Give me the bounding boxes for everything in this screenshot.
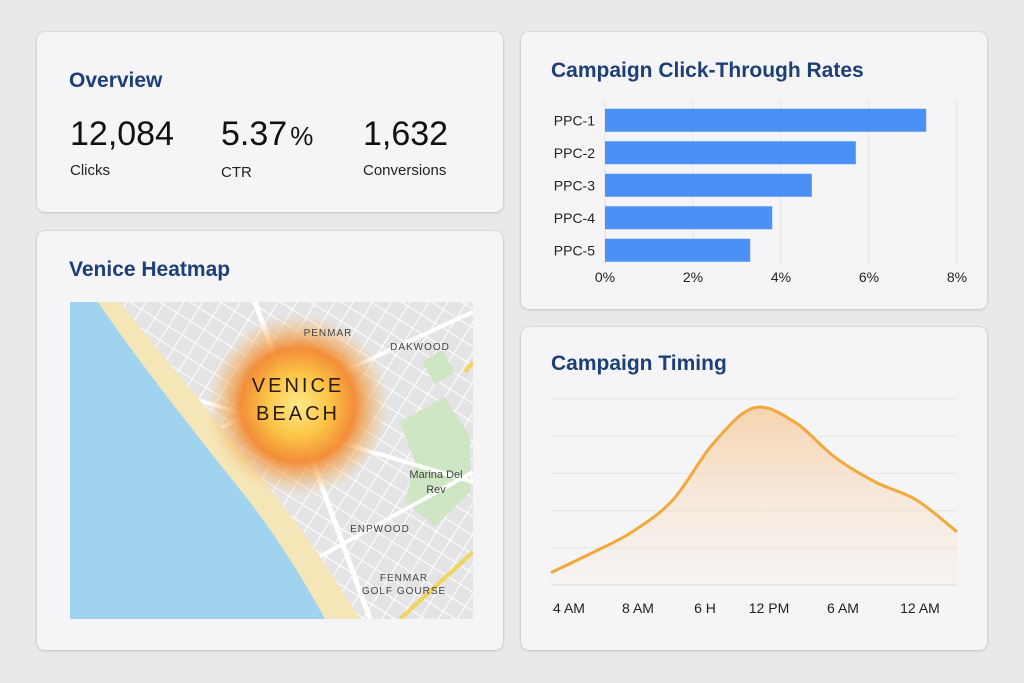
overview-title: Overview <box>69 69 163 92</box>
y-category-label: PPC-5 <box>554 242 595 258</box>
timing-series-line[interactable] <box>550 405 958 574</box>
metric-ctr-value: 5.37% <box>221 115 314 153</box>
place-label: DAKWOOD <box>390 342 450 353</box>
timing-area-fill <box>551 407 957 585</box>
map-park-small <box>422 350 455 384</box>
heatmap-title: Venice Heatmap <box>69 258 231 281</box>
hotspot-label: BEACH <box>256 403 340 425</box>
bar-ppc-1[interactable] <box>605 108 927 132</box>
x-tick-label: 6 AM <box>827 600 859 616</box>
timing-chart-title: Campaign Timing <box>551 352 727 375</box>
heatmap-card: Venice Heatmap <box>37 231 503 650</box>
overview-card: Overview 12,084 Clicks 5.37% CTR 1,632 C… <box>37 32 503 212</box>
x-tick-label: 6% <box>859 269 879 285</box>
metric-ctr-label: CTR <box>221 164 252 181</box>
place-label: GOLF GOURSE <box>362 586 446 597</box>
bar-ppc-4[interactable] <box>605 206 773 230</box>
metric-conversions-label: Conversions <box>363 162 447 179</box>
y-category-label: PPC-2 <box>554 145 595 161</box>
bar-ppc-5[interactable] <box>605 238 751 262</box>
x-tick-label: 4% <box>771 269 791 285</box>
map-water <box>70 302 325 619</box>
y-category-label: PPC-4 <box>554 210 595 226</box>
y-category-label: PPC-1 <box>554 112 595 128</box>
metric-ctr: 5.37% CTR <box>221 116 313 181</box>
map-park <box>400 397 470 527</box>
x-tick-label: 8 AM <box>622 600 654 616</box>
x-tick-label: 8% <box>947 269 967 285</box>
place-label: Marina Del <box>409 469 462 481</box>
x-tick-label: 4 AM <box>553 600 585 616</box>
map-road <box>309 470 473 564</box>
x-tick-label: 12 PM <box>749 600 789 616</box>
metric-clicks-value: 12,084 <box>70 115 174 153</box>
map-road-major <box>463 360 473 374</box>
x-tick-label: 12 AM <box>900 600 940 616</box>
metric-conversions-value: 1,632 <box>363 115 449 153</box>
metric-conversions: 1,632 Conversions <box>363 116 448 179</box>
ctr-chart-card: Campaign Click-Through Rates 0% 2% 4% 6% 8% P… <box>521 32 987 309</box>
x-tick-label: 6 H <box>694 600 716 616</box>
bar-ppc-3[interactable] <box>605 173 812 197</box>
x-tick-label: 2% <box>683 269 703 285</box>
bar-ppc-2[interactable] <box>605 141 856 165</box>
place-label: ENPWOOD <box>350 524 410 535</box>
place-label: Rev <box>426 484 446 496</box>
timing-area-chart: 4 AM 8 AM 6 H 12 PM 6 AM 12 AM <box>550 398 958 616</box>
metric-clicks: 12,084 Clicks <box>70 116 174 179</box>
y-category-label: PPC-3 <box>554 177 595 193</box>
heat-spot[interactable] <box>206 313 390 497</box>
venice-map[interactable]: VENICE BEACH PENMAR DAKWOOD Marina Del R… <box>70 302 473 619</box>
ctr-chart-title: Campaign Click-Through Rates <box>551 59 864 82</box>
map-road-major <box>398 550 473 619</box>
x-tick-label: 0% <box>595 269 615 285</box>
timing-chart-card: Campaign Timing 4 AM 8 AM 6 H 12 PM 6 AM 12 A… <box>521 327 987 650</box>
place-label: FENMAR <box>380 573 428 584</box>
metric-clicks-label: Clicks <box>70 162 110 179</box>
ctr-bar-chart: 0% 2% 4% 6% 8% PPC-1 PPC-2 PPC-3 PPC-4 PPC-5 <box>554 100 967 285</box>
place-label: PENMAR <box>304 328 353 339</box>
hotspot-label: VENICE <box>252 375 344 397</box>
